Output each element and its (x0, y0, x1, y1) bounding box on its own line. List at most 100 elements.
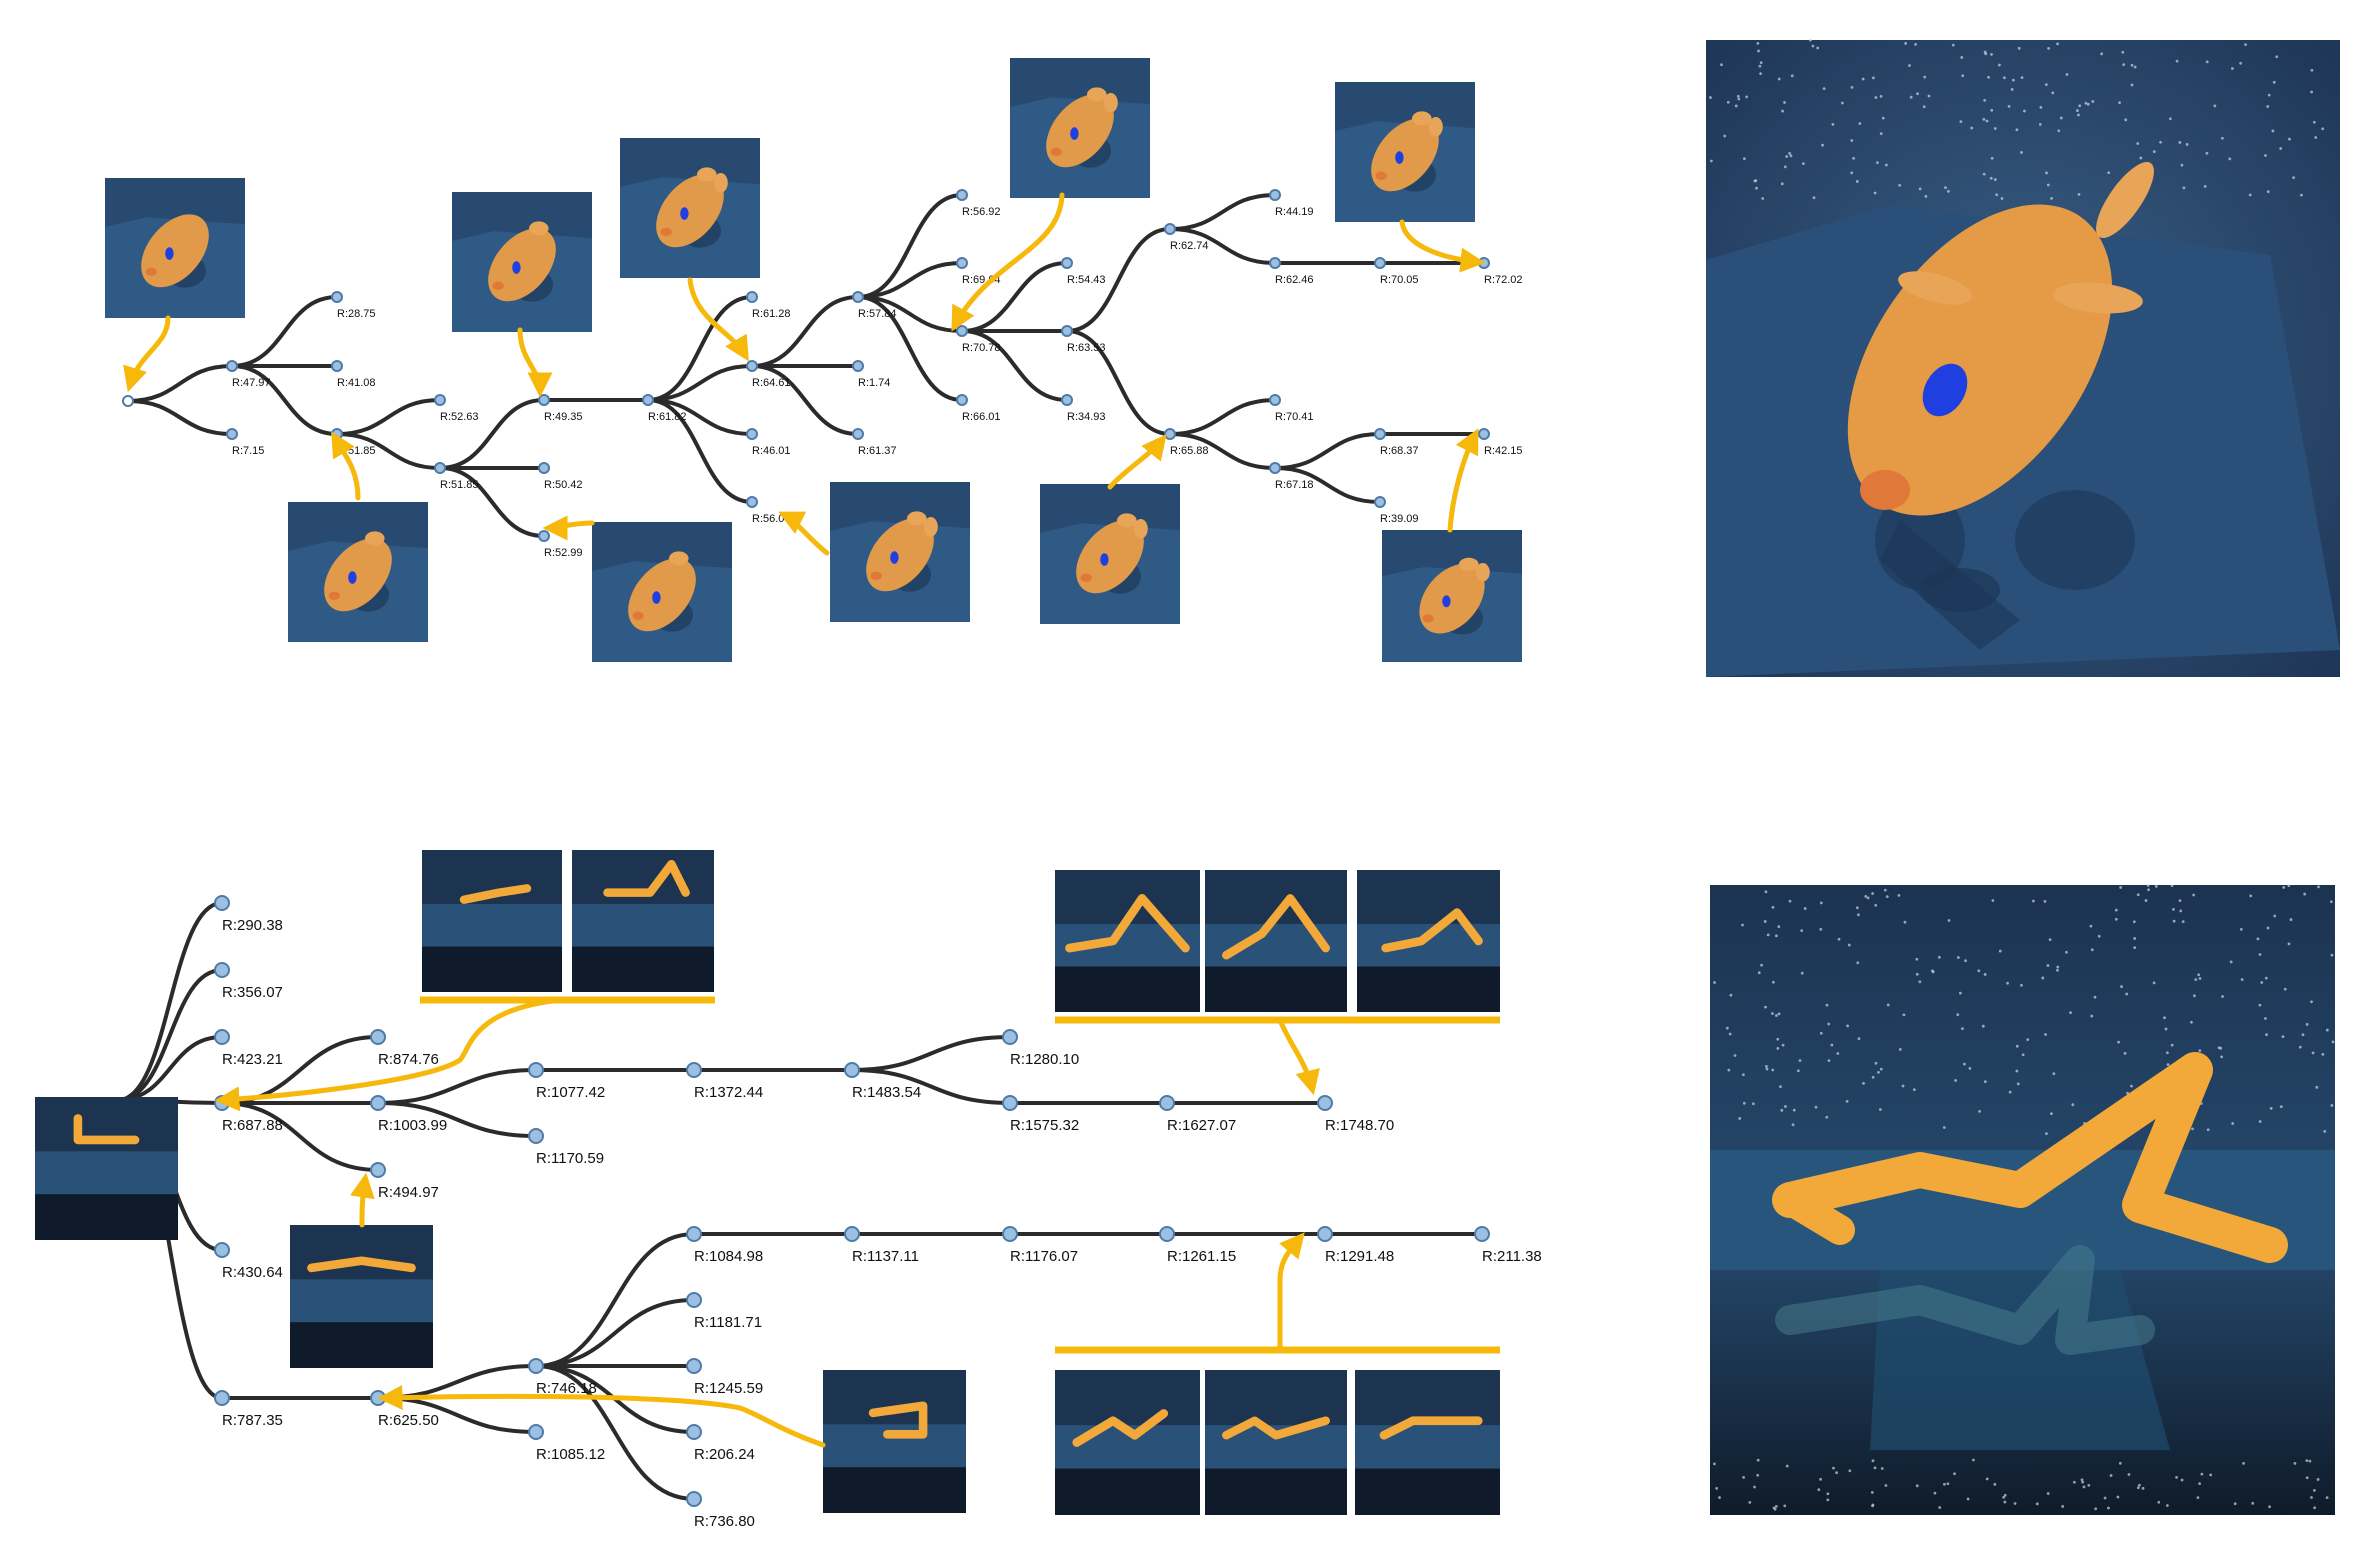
star (1788, 899, 1792, 903)
thumbnail-ground (1205, 1468, 1347, 1515)
tree-node (434, 394, 446, 406)
star (1977, 969, 1981, 973)
star (1741, 923, 1744, 927)
star (2198, 977, 2202, 980)
tree-node (1061, 257, 1073, 269)
star (1915, 957, 1919, 961)
star (2179, 909, 2183, 913)
star (2075, 109, 2079, 112)
star (2272, 80, 2276, 84)
star (2119, 886, 2123, 889)
walker-agent-thumbnail (35, 1097, 178, 1240)
star (1855, 906, 1859, 910)
star (1989, 176, 1993, 180)
star (1780, 1108, 1784, 1112)
star (2086, 102, 2090, 106)
star (2251, 1501, 2255, 1505)
star (1814, 1105, 1818, 1109)
star (2230, 67, 2234, 70)
reward-label: R:1575.32 (1010, 1117, 1079, 1134)
star (2170, 1043, 2174, 1047)
star (1831, 123, 1835, 126)
reward-label: R:290.38 (222, 917, 283, 934)
star (1852, 156, 1856, 160)
star (2193, 994, 2196, 998)
star (1760, 963, 1763, 967)
reward-label: R:62.46 (1275, 274, 1314, 286)
star (1873, 191, 1877, 195)
star (2180, 163, 2184, 167)
star (2275, 55, 2279, 59)
tree-node (1478, 257, 1490, 269)
thumbnail-floor (1355, 1425, 1500, 1469)
star (1871, 1504, 1874, 1508)
reward-label: R:70.41 (1275, 411, 1314, 423)
tree-node (844, 1062, 860, 1078)
star (2220, 136, 2224, 140)
star (1855, 180, 1859, 183)
reward-label: R:50.42 (544, 479, 583, 491)
creature-agent-thumbnail (620, 138, 760, 278)
walker-agent-thumbnail (422, 850, 562, 992)
walker-agent-icon (1379, 1416, 1483, 1440)
star (1984, 52, 1988, 56)
tree-edge (646, 398, 754, 504)
star (1748, 1500, 1752, 1504)
creature-ear-icon (1117, 513, 1137, 528)
star (2122, 63, 2126, 67)
star (1845, 1099, 1849, 1103)
star (1796, 1069, 1800, 1073)
reward-label: R:49.35 (544, 411, 583, 423)
star (1791, 1123, 1795, 1127)
star (1918, 980, 1922, 984)
star (1857, 913, 1860, 917)
star (1961, 74, 1965, 78)
star (2050, 196, 2053, 200)
star (2221, 995, 2224, 998)
star (2196, 1496, 2200, 1500)
star (2047, 47, 2050, 50)
star (1990, 53, 1993, 56)
reward-label: R:41.08 (337, 377, 376, 389)
creature-ear-3-icon (1898, 271, 1972, 305)
star (1728, 1032, 1732, 1036)
reward-label: R:72.02 (1484, 274, 1523, 286)
star (2044, 83, 2048, 87)
star (2003, 76, 2006, 80)
tree-edge (646, 295, 754, 402)
star (2310, 1000, 2313, 1004)
star (2185, 143, 2189, 146)
creature-body-icon (628, 558, 696, 632)
star (1734, 104, 1738, 108)
star (1961, 1027, 1964, 1031)
star (2133, 946, 2137, 949)
star (2154, 885, 2158, 888)
star (1871, 1075, 1875, 1079)
star (1736, 94, 1740, 98)
star (2084, 101, 2088, 105)
star (2198, 1049, 2202, 1053)
creature-eye-icon (652, 591, 661, 604)
tree-node (844, 1226, 860, 1242)
star (1850, 85, 1854, 89)
star (1956, 1013, 1960, 1017)
creature-body-icon (141, 214, 209, 288)
star (2044, 1033, 2047, 1036)
star (1864, 894, 1868, 898)
star (1759, 61, 1763, 65)
creature-eye-icon (512, 261, 521, 274)
star (2194, 978, 2198, 982)
tree-edge (856, 193, 964, 299)
creature-eye-icon (1395, 151, 1404, 164)
star (1783, 165, 1787, 169)
star (2126, 1091, 2130, 1095)
star (1827, 1059, 1831, 1063)
star (2293, 1461, 2297, 1465)
creature-agent-thumbnail (1382, 530, 1522, 662)
star (1781, 109, 1784, 113)
reward-label: R:66.01 (962, 411, 1001, 423)
star (2048, 938, 2052, 942)
star (2305, 1023, 2309, 1026)
arrow-to-n15 (778, 511, 830, 556)
star (1898, 1048, 1902, 1051)
